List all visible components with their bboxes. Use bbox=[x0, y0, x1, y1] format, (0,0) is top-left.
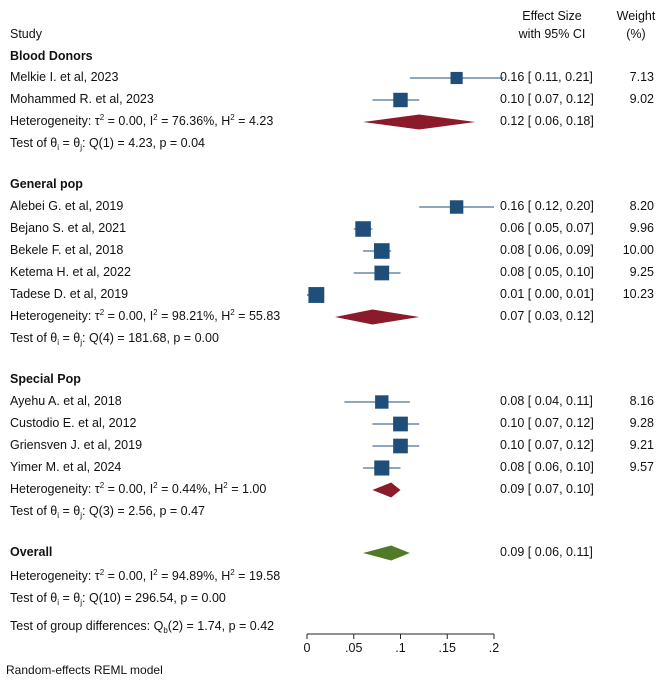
homogeneity-test: Test of θi = θj: Q(3) = 2.56, p = 0.47 bbox=[10, 504, 206, 520]
subgroup-effect-ci: 0.07 [ 0.03, 0.12] bbox=[500, 309, 594, 323]
study-label: Yimer M. et al, 2024 bbox=[10, 460, 122, 474]
effect-size-ci: 0.16 [ 0.11, 0.21] bbox=[500, 70, 593, 84]
effect-size-ci: 0.06 [ 0.05, 0.07] bbox=[500, 221, 594, 235]
study-weight: 10.00 bbox=[622, 243, 654, 257]
study-label: Ketema H. et al, 2022 bbox=[10, 265, 131, 279]
homogeneity-test: Test of θi = θj: Q(10) = 296.54, p = 0.0… bbox=[10, 591, 226, 607]
study-weight: 9.25 bbox=[629, 265, 654, 279]
study-label: Bejano S. et al, 2021 bbox=[10, 221, 127, 235]
study-marker bbox=[374, 460, 390, 476]
study-weight: 9.57 bbox=[629, 460, 654, 474]
study-weight: 10.23 bbox=[622, 287, 654, 301]
effect-size-ci: 0.10 [ 0.07, 0.12] bbox=[500, 416, 594, 430]
effect-size-header-line2: with 95% CI bbox=[518, 27, 586, 41]
subgroup-effect-ci: 0.09 [ 0.07, 0.10] bbox=[500, 482, 594, 496]
x-tick-label: .15 bbox=[438, 641, 456, 655]
x-tick-label: .05 bbox=[345, 641, 363, 655]
effect-size-ci: 0.10 [ 0.07, 0.12] bbox=[500, 438, 594, 452]
effect-size-ci: 0.16 [ 0.12, 0.20] bbox=[500, 199, 594, 213]
study-marker bbox=[375, 395, 389, 409]
study-marker bbox=[374, 243, 390, 259]
subgroup-diamond bbox=[363, 114, 476, 130]
x-tick-label: 0 bbox=[303, 641, 311, 655]
subgroup-diamond bbox=[372, 482, 401, 498]
study-marker bbox=[393, 438, 408, 454]
effect-size-ci: 0.08 [ 0.06, 0.09] bbox=[500, 243, 594, 257]
study-marker bbox=[393, 416, 408, 432]
study-label: Custodio E. et al, 2012 bbox=[10, 416, 137, 430]
effect-size-header-line1: Effect Size bbox=[522, 9, 582, 23]
study-weight: 9.21 bbox=[629, 438, 654, 452]
heterogeneity-stats: Heterogeneity: τ2 = 0.00, I2 = 76.36%, H… bbox=[10, 113, 274, 129]
weight-header-line2: (%) bbox=[626, 27, 646, 41]
study-weight: 9.02 bbox=[629, 92, 654, 106]
study-label: Bekele F. et al, 2018 bbox=[10, 243, 124, 257]
heterogeneity-stats: Heterogeneity: τ2 = 0.00, I2 = 0.44%, H2… bbox=[10, 481, 267, 497]
study-label: Melkie I. et al, 2023 bbox=[10, 70, 119, 84]
group-heading: Blood Donors bbox=[10, 49, 93, 63]
heterogeneity-stats: Heterogeneity: τ2 = 0.00, I2 = 98.21%, H… bbox=[10, 308, 281, 324]
overall-effect-ci: 0.09 [ 0.06, 0.11] bbox=[500, 545, 593, 559]
study-marker bbox=[355, 221, 371, 237]
study-label: Griensven J. et al, 2019 bbox=[10, 438, 143, 452]
study-label: Ayehu A. et al, 2018 bbox=[10, 394, 122, 408]
x-tick-label: .1 bbox=[395, 641, 406, 655]
study-marker bbox=[374, 265, 390, 281]
study-label: Tadese D. et al, 2019 bbox=[10, 287, 129, 301]
subgroup-effect-ci: 0.12 [ 0.06, 0.18] bbox=[500, 114, 594, 128]
homogeneity-test: Test of θi = θj: Q(4) = 181.68, p = 0.00 bbox=[10, 331, 219, 347]
study-label: Mohammed R. et al, 2023 bbox=[10, 92, 154, 106]
study-label: Alebei G. et al, 2019 bbox=[10, 199, 124, 213]
group-differences-test: Test of group differences: Qb(2) = 1.74,… bbox=[10, 619, 275, 635]
study-marker bbox=[393, 92, 408, 108]
overall-diamond bbox=[363, 545, 410, 561]
group-heading: General pop bbox=[10, 177, 83, 191]
group-heading: Special Pop bbox=[10, 372, 81, 386]
weight-header-line1: Weight bbox=[616, 9, 656, 23]
study-marker bbox=[450, 71, 463, 85]
study-weight: 8.16 bbox=[629, 394, 654, 408]
study-weight: 9.28 bbox=[629, 416, 654, 430]
study-weight: 9.96 bbox=[629, 221, 654, 235]
effect-size-ci: 0.01 [ 0.00, 0.01] bbox=[500, 287, 594, 301]
model-footnote: Random-effects REML model bbox=[6, 663, 163, 677]
x-tick-label: .2 bbox=[488, 641, 500, 655]
study-weight: 8.20 bbox=[629, 199, 654, 213]
study-marker bbox=[308, 287, 325, 303]
effect-size-ci: 0.08 [ 0.05, 0.10] bbox=[500, 265, 594, 279]
subgroup-diamond bbox=[335, 309, 420, 325]
effect-size-ci: 0.08 [ 0.04, 0.11] bbox=[500, 394, 593, 408]
study-column-header: Study bbox=[10, 27, 42, 41]
study-weight: 7.13 bbox=[629, 70, 654, 84]
effect-size-ci: 0.10 [ 0.07, 0.12] bbox=[500, 92, 594, 106]
effect-size-ci: 0.08 [ 0.06, 0.10] bbox=[500, 460, 594, 474]
study-marker bbox=[449, 200, 464, 214]
overall-heterogeneity: Heterogeneity: τ2 = 0.00, I2 = 94.89%, H… bbox=[10, 568, 281, 584]
overall-label: Overall bbox=[10, 545, 53, 559]
homogeneity-test: Test of θi = θj: Q(1) = 4.23, p = 0.04 bbox=[10, 136, 206, 152]
